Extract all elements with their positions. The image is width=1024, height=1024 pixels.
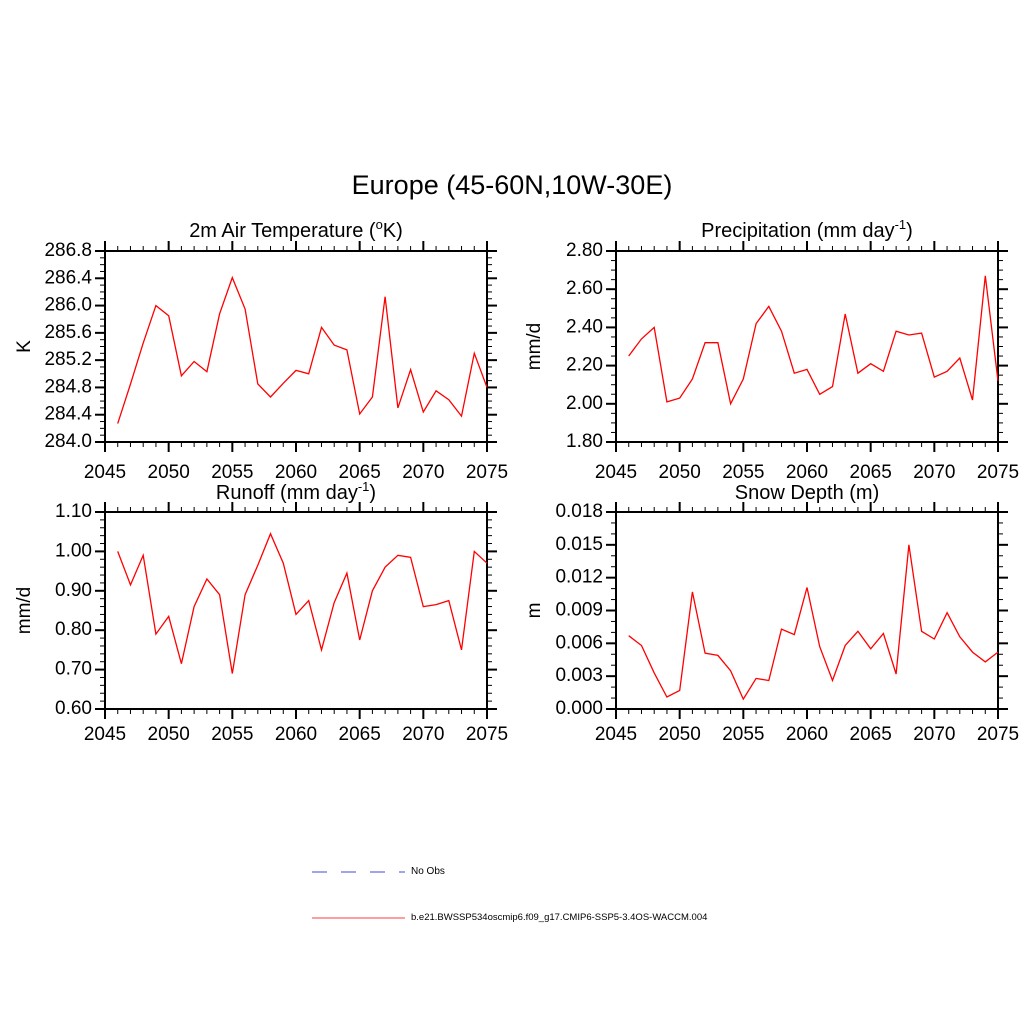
x-tick-label: 2055 xyxy=(211,724,253,745)
x-axis: 2045 2050 2055 2060 2065 2070 2075 xyxy=(595,502,1019,745)
y-axis-unit-label: mm/d xyxy=(14,587,35,635)
y-tick-label: 2.00 xyxy=(566,393,603,414)
y-axis-unit-label: K xyxy=(14,340,35,353)
y-tick-label: 0.70 xyxy=(55,659,92,680)
y-axis: 0.000 0.003 0.006 0.009 0.012 0.015 0.018 xyxy=(555,501,1008,719)
x-tick-label: 2070 xyxy=(913,724,955,745)
x-tick-label: 2045 xyxy=(595,724,637,745)
y-tick-label: 284.0 xyxy=(44,431,92,452)
y-tick-label: 285.2 xyxy=(44,349,92,370)
y-tick-label: 0.006 xyxy=(555,632,603,653)
y-tick-label: 1.80 xyxy=(566,431,603,452)
y-tick-label: 1.00 xyxy=(55,540,92,561)
panel-runoff: 2045 2050 2055 2060 2065 2070 2075 0.60 0.70 0.80… xyxy=(14,479,508,745)
x-tick-label: 2065 xyxy=(339,462,381,483)
x-tick-label: 2075 xyxy=(977,724,1019,745)
x-tick-label: 2055 xyxy=(211,462,253,483)
series-line-runoff xyxy=(117,532,488,674)
y-tick-label: 286.0 xyxy=(44,295,92,316)
panel-title: Precipitation (mm day-1) xyxy=(701,217,913,242)
y-tick-label: 286.8 xyxy=(44,240,92,261)
x-tick-label: 2050 xyxy=(148,724,190,745)
plot-frame xyxy=(615,511,999,710)
y-tick-label: 0.015 xyxy=(555,534,603,555)
y-tick-label: 2.40 xyxy=(566,316,603,337)
y-tick-label: 2.60 xyxy=(566,278,603,299)
y-tick-label: 285.6 xyxy=(44,322,92,343)
y-tick-label: 2.80 xyxy=(566,240,603,261)
y-tick-label: 284.8 xyxy=(44,376,92,397)
legend-label-model: b.e21.BWSSP534oscmip6.f09_g17.CMIP6-SSP5… xyxy=(411,912,708,923)
x-tick-label: 2050 xyxy=(659,462,701,483)
y-tick-label: 2.20 xyxy=(566,355,603,376)
x-tick-label: 2070 xyxy=(402,724,444,745)
y-axis: 284.0 284.4 284.8 285.2 285.6 286.0 286.4 286.8 xyxy=(44,240,497,452)
x-axis: 2045 2050 2055 2060 2065 2070 2075 xyxy=(84,241,508,483)
x-tick-label: 2045 xyxy=(595,462,637,483)
x-tick-label: 2075 xyxy=(977,462,1019,483)
y-tick-label: 0.60 xyxy=(55,698,92,719)
x-tick-label: 2050 xyxy=(148,462,190,483)
x-tick-label: 2060 xyxy=(275,462,317,483)
x-tick-label: 2050 xyxy=(659,724,701,745)
y-tick-label: 0.000 xyxy=(555,698,603,719)
x-tick-label: 2045 xyxy=(84,462,126,483)
series-line-temperature xyxy=(117,275,488,424)
figure-title: Europe (45-60N,10W-30E) xyxy=(351,170,673,200)
y-tick-label: 0.018 xyxy=(555,501,603,522)
y-tick-label: 0.003 xyxy=(555,665,603,686)
y-axis: 0.60 0.70 0.80 0.90 1.00 1.10 xyxy=(55,501,497,719)
legend-item-no-obs: No Obs xyxy=(312,866,445,877)
x-tick-label: 2060 xyxy=(275,724,317,745)
panel-snow-depth: 2045 2050 2055 2060 2065 2070 20750.0000.0030.… xyxy=(524,482,1019,745)
panel-title: 2m Air Temperature (oK) xyxy=(189,217,403,242)
x-tick-label: 2045 xyxy=(84,724,126,745)
plot-frame xyxy=(104,250,488,443)
series-line-snow-depth xyxy=(628,544,999,701)
x-tick-label: 2070 xyxy=(402,462,444,483)
x-tick-label: 2055 xyxy=(722,462,764,483)
plot-frame xyxy=(615,250,999,443)
x-tick-label: 2070 xyxy=(913,462,955,483)
x-tick-label: 2055 xyxy=(722,724,764,745)
y-tick-label: 284.4 xyxy=(44,404,92,425)
y-tick-label: 286.4 xyxy=(44,267,92,288)
legend-item-model: b.e21.BWSSP534oscmip6.f09_g17.CMIP6-SSP5… xyxy=(312,912,707,923)
panel-temperature: 2045 2050 2055 2060 2065 2070 2075284.0284.428… xyxy=(14,217,508,483)
model-solid-line-icon xyxy=(312,916,405,919)
x-tick-label: 2060 xyxy=(786,724,828,745)
y-axis-unit-label: mm/d xyxy=(524,323,545,371)
x-axis: 2045 2050 2055 2060 2065 2070 2075 xyxy=(595,241,1019,483)
plot-frame xyxy=(104,511,488,710)
panel-title: Runoff (mm day-1) xyxy=(216,479,376,504)
legend-label-no-obs: No Obs xyxy=(411,866,445,877)
x-tick-label: 2075 xyxy=(466,462,508,483)
panel-title: Snow Depth (m) xyxy=(735,482,880,504)
panel-precipitation: 2045 2050 2055 2060 2065 2070 2075 1.80 2.00 2.20… xyxy=(524,217,1019,483)
y-tick-label: 0.80 xyxy=(55,619,92,640)
x-tick-label: 2060 xyxy=(786,462,828,483)
y-tick-label: 1.10 xyxy=(55,501,92,522)
y-axis-unit-label: m xyxy=(524,603,545,619)
y-tick-label: 0.012 xyxy=(555,567,603,588)
x-tick-label: 2065 xyxy=(850,724,892,745)
x-tick-label: 2065 xyxy=(339,724,381,745)
no-obs-dashed-line-icon xyxy=(312,870,405,873)
x-axis: 2045 2050 2055 2060 2065 2070 2075 xyxy=(84,502,508,745)
x-tick-label: 2065 xyxy=(850,462,892,483)
x-tick-label: 2075 xyxy=(466,724,508,745)
series-line-precipitation xyxy=(628,275,999,406)
y-tick-label: 0.009 xyxy=(555,600,603,621)
y-axis: 1.80 2.00 2.20 2.40 2.60 2.80 xyxy=(566,240,1008,452)
y-tick-label: 0.90 xyxy=(55,580,92,601)
